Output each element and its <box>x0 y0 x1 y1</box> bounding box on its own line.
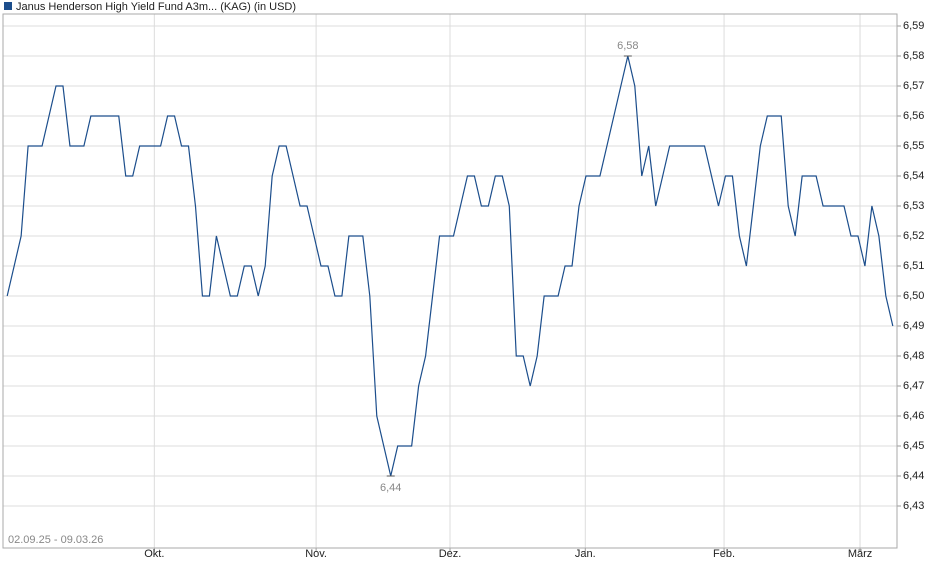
y-tick-label: 6,43 <box>903 500 924 512</box>
y-tick-label: 6,47 <box>903 380 924 392</box>
x-tick-label: März <box>848 548 872 560</box>
plot-border <box>2 13 898 549</box>
y-tick-label: 6,46 <box>903 410 924 422</box>
value-label: 6,44 <box>380 482 401 494</box>
y-tick-label: 6,58 <box>903 50 924 62</box>
date-range: 02.09.25 - 09.03.26 <box>8 534 103 546</box>
y-tick-label: 6,55 <box>903 140 924 152</box>
y-tick-label: 6,53 <box>903 200 924 212</box>
value-label: 6,58 <box>617 40 638 52</box>
y-tick-label: 6,54 <box>903 170 924 182</box>
y-tick-label: 6,51 <box>903 260 924 272</box>
x-tick-label: Dez. <box>439 548 462 560</box>
y-tick-label: 6,44 <box>903 470 924 482</box>
y-tick-label: 6,56 <box>903 110 924 122</box>
y-tick-label: 6,52 <box>903 230 924 242</box>
x-tick-label: Feb. <box>713 548 735 560</box>
x-tick-label: Okt. <box>144 548 164 560</box>
x-tick-label: Jan. <box>575 548 596 560</box>
legend-swatch <box>4 2 12 10</box>
y-tick-label: 6,48 <box>903 350 924 362</box>
price-line <box>6 55 894 477</box>
chart-title: Janus Henderson High Yield Fund A3m... (… <box>16 1 296 13</box>
x-tick-label: Nov. <box>305 548 327 560</box>
y-tick-label: 6,45 <box>903 440 924 452</box>
y-tick-label: 6,50 <box>903 290 924 302</box>
y-tick-label: 6,57 <box>903 80 924 92</box>
y-tick-label: 6,49 <box>903 320 924 332</box>
y-tick-label: 6,59 <box>903 20 924 32</box>
